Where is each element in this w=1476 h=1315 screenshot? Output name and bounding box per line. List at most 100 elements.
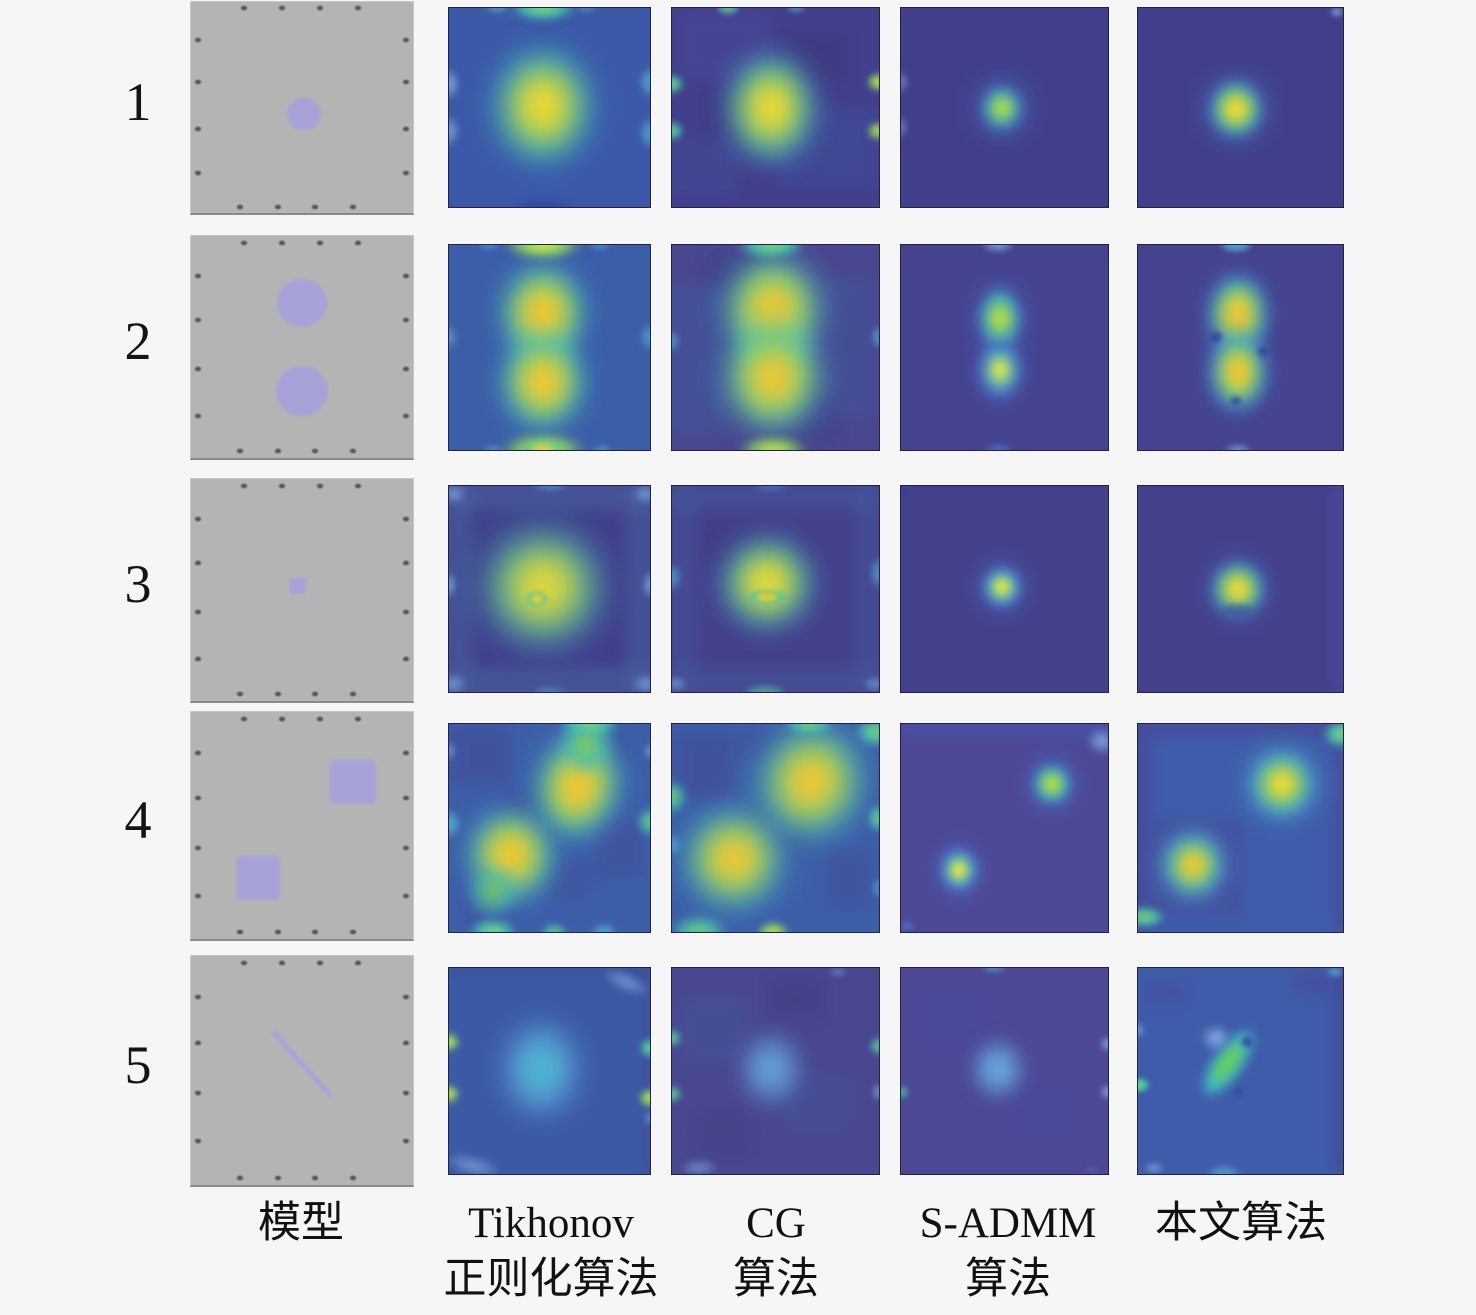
heatmap-blob (938, 846, 979, 893)
electrode-mark (235, 690, 245, 698)
background-patch (1142, 980, 1183, 1005)
heatmap-sadmm-row-2 (900, 244, 1109, 451)
heatmap-blob (734, 1025, 809, 1112)
heatmap-blob (1222, 442, 1255, 450)
electrode-mark (239, 4, 249, 12)
background-patch (709, 249, 760, 290)
background-patch (777, 107, 878, 188)
heatmap-blob (449, 569, 458, 600)
model-panel-row-3 (190, 478, 414, 703)
model-panel-row-2 (190, 235, 414, 460)
heatmap-blob (1217, 245, 1256, 254)
heatmap-blob (1138, 1019, 1146, 1040)
heatmap-blob (638, 116, 650, 151)
model-panel-row-1 (190, 1, 414, 215)
heatmap-blob (1328, 8, 1343, 18)
heatmap-blob (672, 789, 804, 929)
caption-line: CG (746, 1200, 806, 1247)
caption-line: 正则化算法 (443, 1256, 659, 1303)
heatmap-blob (495, 328, 592, 437)
heatmap-blob (746, 589, 789, 606)
background-patch (504, 792, 575, 843)
heatmap-blob (516, 724, 639, 858)
heatmap-blob (630, 486, 650, 506)
heatmap-blob (980, 245, 1017, 254)
caption-line: Tikhonov (468, 1200, 634, 1247)
heatmap-blob (736, 260, 811, 426)
row-label-2: 2 (124, 311, 152, 371)
heatmap-blob (978, 341, 1023, 400)
electrode-mark (239, 239, 249, 247)
background-patch (1138, 724, 1149, 932)
background-patch (820, 277, 876, 418)
heatmap-blob (1248, 750, 1315, 819)
background-patch (449, 968, 650, 973)
heatmap-blob (449, 672, 469, 692)
heatmap-blob (465, 864, 522, 921)
heatmap-blob (677, 1157, 720, 1174)
heatmap-blob (573, 8, 598, 14)
electrode-mark (401, 608, 411, 616)
heatmap-blob (588, 922, 619, 932)
heatmap-blob (735, 245, 808, 260)
heatmap-cg-row-3 (671, 485, 880, 693)
heatmap-tikhonov-row-5 (448, 967, 651, 1175)
heatmap-blob (672, 674, 690, 692)
heatmap-blob (1324, 968, 1343, 979)
heatmap-proposed-row-3 (1137, 485, 1344, 693)
electrode-mark (401, 1137, 411, 1145)
heatmap-blob (1031, 762, 1074, 807)
background-patch (1334, 724, 1343, 932)
electrode-mark (239, 715, 249, 723)
heatmap-cg-row-2 (671, 244, 880, 451)
heatmap-blob (525, 590, 550, 609)
background-patch (917, 989, 988, 1050)
heatmap-blob (638, 1037, 650, 1060)
model-inclusion-ellipse (276, 366, 328, 417)
heatmap-blob (630, 672, 650, 692)
electrode-mark (193, 993, 203, 1001)
heatmap-blob (587, 245, 612, 251)
electrode-mark (193, 412, 203, 420)
background-patch (678, 8, 769, 79)
electrode-mark (353, 715, 362, 723)
heatmap-blob (1231, 1085, 1245, 1098)
model-inclusion-rect (235, 855, 280, 900)
model-inclusion-line (270, 1029, 334, 1098)
heatmap-blob (507, 8, 580, 22)
electrode-mark (401, 365, 411, 373)
heatmap-blob (927, 833, 990, 906)
background-patch (449, 486, 475, 692)
heatmap-blob (1205, 1164, 1244, 1174)
heatmap-blob (497, 432, 590, 450)
heatmap-blob (968, 550, 1037, 623)
heatmap-blob (1235, 737, 1328, 832)
heatmap-blob (1207, 330, 1224, 345)
heatmap-blob (495, 256, 592, 369)
heatmap-sadmm-row-5 (900, 967, 1109, 1175)
electrode-mark (235, 928, 245, 936)
heatmap-blob (733, 724, 879, 863)
heatmap-blob (865, 70, 879, 93)
electrode-mark (235, 1174, 245, 1182)
heatmap-blob (1138, 1076, 1152, 1095)
row-label-3: 3 (124, 554, 152, 614)
column-caption-model: 模型 (258, 1196, 344, 1252)
heatmap-blob (870, 877, 879, 900)
heatmap-blob (1019, 749, 1086, 820)
electrode-mark (315, 959, 325, 967)
heatmap-blob (641, 569, 650, 600)
model-inclusion-rect (289, 577, 307, 594)
column-caption-sadmm: S-ADMM 算法 (920, 1196, 1097, 1308)
heatmap-blob (1151, 821, 1236, 910)
electrode-mark (310, 447, 320, 455)
heatmap-blob (755, 920, 792, 932)
heatmap-blob (751, 486, 792, 494)
electrode-mark (353, 239, 362, 247)
heatmap-blob (866, 802, 879, 833)
heatmap-blob (782, 724, 835, 737)
electrode-mark (277, 4, 287, 12)
electrode-mark (193, 78, 203, 86)
electrode-mark (193, 749, 203, 757)
background-patch (672, 282, 727, 433)
